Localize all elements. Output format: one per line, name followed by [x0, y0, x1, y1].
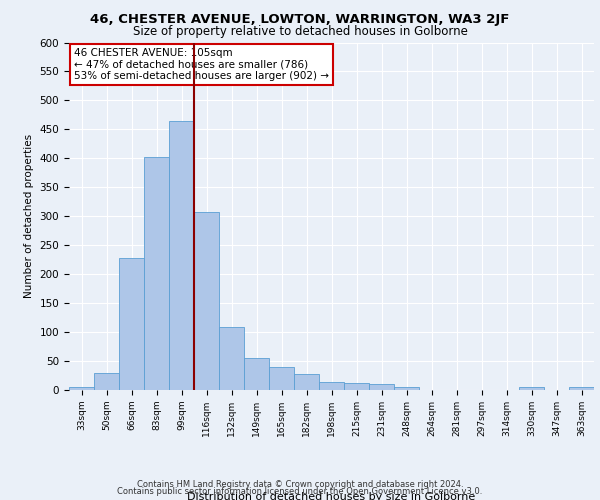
Bar	[169, 120, 194, 390]
Bar	[344, 383, 369, 390]
X-axis label: Distribution of detached houses by size in Golborne: Distribution of detached houses by size …	[187, 492, 476, 500]
Text: Contains public sector information licensed under the Open Government Licence v3: Contains public sector information licen…	[118, 487, 482, 496]
Bar	[94, 372, 119, 390]
Bar	[144, 157, 169, 390]
Text: 46, CHESTER AVENUE, LOWTON, WARRINGTON, WA3 2JF: 46, CHESTER AVENUE, LOWTON, WARRINGTON, …	[91, 12, 509, 26]
Bar	[369, 384, 394, 390]
Bar	[319, 382, 344, 390]
Bar	[394, 386, 419, 390]
Bar	[269, 367, 294, 390]
Bar	[244, 358, 269, 390]
Bar	[119, 258, 144, 390]
Text: Size of property relative to detached houses in Golborne: Size of property relative to detached ho…	[133, 25, 467, 38]
Text: Contains HM Land Registry data © Crown copyright and database right 2024.: Contains HM Land Registry data © Crown c…	[137, 480, 463, 489]
Text: 46 CHESTER AVENUE: 105sqm
← 47% of detached houses are smaller (786)
53% of semi: 46 CHESTER AVENUE: 105sqm ← 47% of detac…	[74, 48, 329, 81]
Bar	[194, 212, 219, 390]
Bar	[294, 374, 319, 390]
Y-axis label: Number of detached properties: Number of detached properties	[24, 134, 34, 298]
Bar	[219, 328, 244, 390]
Bar	[69, 387, 94, 390]
Bar	[519, 387, 544, 390]
Bar	[569, 387, 594, 390]
